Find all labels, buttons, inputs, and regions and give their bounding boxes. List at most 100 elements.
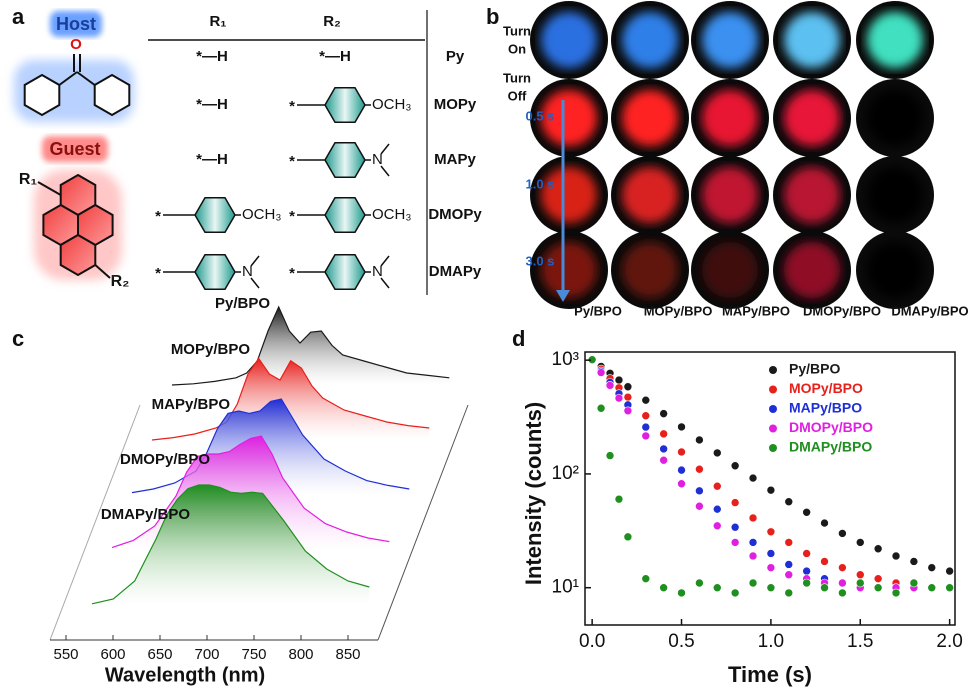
data-point	[615, 495, 623, 503]
sample-label: DMOPy/BPO	[803, 303, 881, 318]
substituent: *—H	[319, 48, 351, 65]
data-point	[928, 584, 936, 592]
data-point	[874, 545, 882, 553]
data-point	[785, 571, 793, 579]
data-point	[821, 519, 829, 527]
benzene-ring	[95, 75, 130, 115]
data-point	[678, 466, 686, 474]
aryl-ring	[325, 88, 365, 123]
data-point	[606, 381, 614, 389]
data-point	[597, 404, 605, 412]
attachment-point: *	[289, 153, 295, 170]
data-point	[910, 579, 918, 587]
x-tick-label: 1.5	[847, 631, 873, 652]
methyl-bond	[381, 278, 389, 288]
data-point	[695, 579, 703, 587]
data-point	[803, 549, 811, 557]
data-point	[615, 376, 623, 384]
data-point	[821, 584, 829, 592]
figure: a Host Guest O R₁ R₂ R₁ R₂ b *—H*—HPy*—H…	[0, 0, 969, 687]
data-point	[838, 564, 846, 572]
data-point	[713, 584, 721, 592]
legend-label: Py/BPO	[789, 361, 840, 377]
photo-emission	[784, 12, 840, 68]
data-point	[767, 564, 775, 572]
data-point	[695, 465, 703, 473]
photo-emission	[784, 90, 840, 146]
x-tick-label: 1.0	[758, 631, 784, 652]
photo-emission	[622, 242, 678, 298]
legend-marker	[769, 405, 777, 413]
compound-name: DMAPy	[429, 263, 482, 280]
photo-emission	[541, 167, 597, 223]
data-point	[642, 396, 650, 404]
photo-emission	[784, 242, 840, 298]
data-point	[642, 575, 650, 583]
data-point	[731, 462, 739, 470]
photo-emission	[622, 12, 678, 68]
photo-emission	[702, 12, 758, 68]
panel-label: a	[12, 4, 25, 29]
data-point	[785, 589, 793, 597]
data-point	[642, 423, 650, 431]
photo-emission	[702, 242, 758, 298]
depth-axis	[378, 405, 468, 640]
series-label: DMOPy/BPO	[120, 451, 210, 468]
data-point	[910, 557, 918, 565]
aryl-ring	[195, 255, 235, 290]
data-point	[678, 448, 686, 456]
data-point	[856, 579, 864, 587]
data-point	[624, 533, 632, 541]
table-header: R₁	[209, 13, 226, 30]
data-point	[678, 480, 686, 488]
data-point	[749, 538, 757, 546]
attachment-point: *	[289, 98, 295, 115]
series-label: Py/BPO	[215, 295, 270, 312]
methyl-bond	[381, 256, 389, 266]
data-point	[749, 514, 757, 522]
data-point	[749, 552, 757, 560]
data-point	[874, 584, 882, 592]
data-point	[928, 564, 936, 572]
photo-emission	[541, 12, 597, 68]
data-point	[856, 571, 864, 579]
photo-emission	[867, 90, 923, 146]
legend-marker	[769, 444, 777, 452]
photo-emission	[702, 90, 758, 146]
functional-group: OCH₃	[372, 96, 411, 113]
data-point	[731, 499, 739, 507]
r1-label: R₁	[19, 171, 38, 188]
x-axis-label: Time (s)	[728, 662, 812, 687]
oxygen-atom: O	[70, 36, 82, 53]
data-point	[713, 522, 721, 530]
data-point	[821, 557, 829, 565]
photo-emission	[867, 12, 923, 68]
data-point	[767, 528, 775, 536]
substituent: *—H	[196, 48, 228, 65]
data-point	[874, 575, 882, 583]
substituent: *—H	[196, 151, 228, 168]
row-label: Turn	[503, 23, 531, 38]
data-point	[946, 567, 954, 575]
data-point	[731, 523, 739, 531]
y-tick-label: 10³	[552, 349, 579, 370]
aryl-ring	[325, 143, 365, 178]
time-label: 3.0 s	[526, 253, 555, 268]
sample-label: MAPy/BPO	[722, 303, 790, 318]
data-point	[660, 445, 668, 453]
methyl-bond	[251, 256, 259, 266]
data-point	[785, 498, 793, 506]
data-point	[946, 584, 954, 592]
r2-label: R₂	[111, 273, 130, 290]
sample-label: MOPy/BPO	[644, 303, 713, 318]
data-point	[767, 584, 775, 592]
legend-label: MAPy/BPO	[789, 400, 862, 416]
attachment-point: *	[289, 208, 295, 225]
methyl-bond	[381, 144, 389, 154]
legend-marker	[769, 366, 777, 374]
data-point	[838, 589, 846, 597]
photo-emission	[702, 167, 758, 223]
attachment-point: *	[155, 208, 161, 225]
data-point	[660, 430, 668, 438]
panel-label: d	[512, 326, 525, 351]
